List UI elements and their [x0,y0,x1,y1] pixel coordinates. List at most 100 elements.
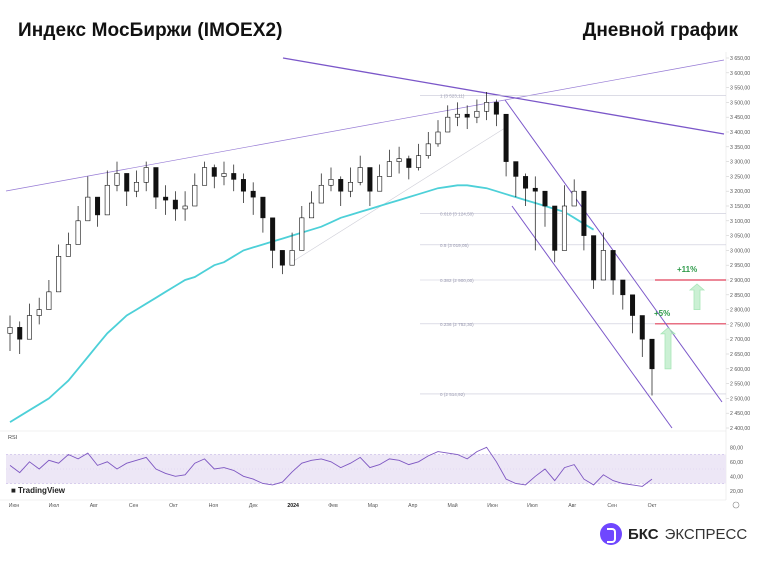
x-tick-label: Фев [328,503,338,509]
rsi-line [9,446,653,487]
candle-body [416,155,422,168]
candle-body [620,279,626,296]
candle-body [114,173,120,186]
candle-body [503,113,509,162]
channel-lower-line [511,205,673,429]
x-tick-label: Окт [169,503,178,509]
candle-body [445,116,451,133]
fib-level-label: 0.236 (2 752,30) [440,322,474,327]
candle-body [591,235,597,281]
y-tick-label: 2 400,00 [730,426,750,432]
y-tick-label: 3 550,00 [730,86,750,92]
candle-body [386,161,392,177]
y-tick-label: 2 800,00 [730,308,750,314]
target-arrow-icon [659,327,677,370]
candle-body [7,327,13,334]
candle-body [17,327,23,340]
brand-name-rest: ЭКСПРЕСС [664,525,748,543]
candle-body [211,167,217,177]
y-tick-label: 2 500,00 [730,396,750,402]
brand-name-bold: БКС [628,525,659,543]
fib-level-label: 1 (3 523,11) [440,94,465,99]
candle-body [270,217,276,251]
y-tick-label: 3 500,00 [730,100,750,106]
candle-body [46,291,52,310]
y-tick-label: 3 000,00 [730,248,750,254]
y-tick-label: 3 150,00 [730,204,750,210]
y-tick-label: 2 600,00 [730,367,750,373]
candle-body [279,250,285,266]
candle-body [474,110,480,118]
candle-body [600,250,606,281]
candle-body [153,167,159,198]
fib-level-label: 0.618 (3 124,50) [440,212,474,217]
x-tick-label: Сен [607,503,617,509]
candle-body [318,184,324,204]
candle-body [56,256,62,293]
rsi-tick-label: 60,00 [730,460,743,466]
candle-body [581,190,587,236]
target-label: +5% [654,309,670,318]
chart-background [0,50,758,512]
x-tick-label: Июл [49,503,60,509]
candle-body [221,173,227,177]
candle-body [484,102,490,112]
x-tick-label: Сен [129,503,139,509]
target-arrow-icon [688,283,706,310]
candle-body [309,202,315,219]
candle-body [75,220,81,245]
y-tick-label: 3 250,00 [730,174,750,180]
rsi-label: RSI [8,435,18,441]
x-tick-label: Окт [648,503,657,509]
candle-body [552,205,558,251]
candle-body [406,158,412,168]
x-tick-label: Дек [249,503,258,509]
y-tick-label: 2 700,00 [730,337,750,343]
x-tick-label: Июн [487,503,498,509]
candle-body [231,173,237,180]
y-tick-label: 3 050,00 [730,234,750,240]
x-tick-label: Апр [408,503,417,509]
y-tick-label: 2 850,00 [730,293,750,299]
candle-body [649,338,655,370]
y-tick-label: 2 750,00 [730,322,750,328]
candle-body [289,250,295,266]
y-tick-label: 3 650,00 [730,56,750,62]
chart-title: Индекс МосБиржи (IMOEX2) [18,20,283,41]
candle-body [172,199,178,210]
rsi-tick-label: 80,00 [730,445,743,451]
candle-body [104,184,110,216]
candle-body [202,167,208,186]
candle-body [328,179,334,186]
y-tick-label: 2 550,00 [730,382,750,388]
rsi-tick-label: 20,00 [730,489,743,495]
candle-body [377,176,383,192]
candle-body [357,167,363,183]
y-tick-label: 3 300,00 [730,160,750,166]
candle-body [523,176,529,189]
settings-gear-icon [732,501,740,509]
tradingview-wordmark: ■ TradingView [11,486,66,495]
y-tick-label: 2 450,00 [730,411,750,417]
x-tick-label: Июн [9,503,20,509]
candle-body [610,250,616,281]
candle-body [124,173,130,192]
candle-body [435,131,441,145]
bks-logo-icon [600,523,622,545]
inner-trendline [291,127,506,263]
candle-body [493,102,499,115]
long-support-trendline [5,59,725,192]
y-tick-label: 2 950,00 [730,263,750,269]
candle-body [571,190,577,207]
candle-body [192,184,198,207]
candle-body [250,190,256,198]
candle-body [639,315,645,340]
candle-body [561,205,567,251]
y-tick-label: 3 600,00 [730,71,750,77]
y-tick-label: 2 650,00 [730,352,750,358]
candle-body [367,167,373,192]
candle-body [26,315,32,340]
candle-body [513,161,519,177]
x-tick-label: Июл [527,503,538,509]
